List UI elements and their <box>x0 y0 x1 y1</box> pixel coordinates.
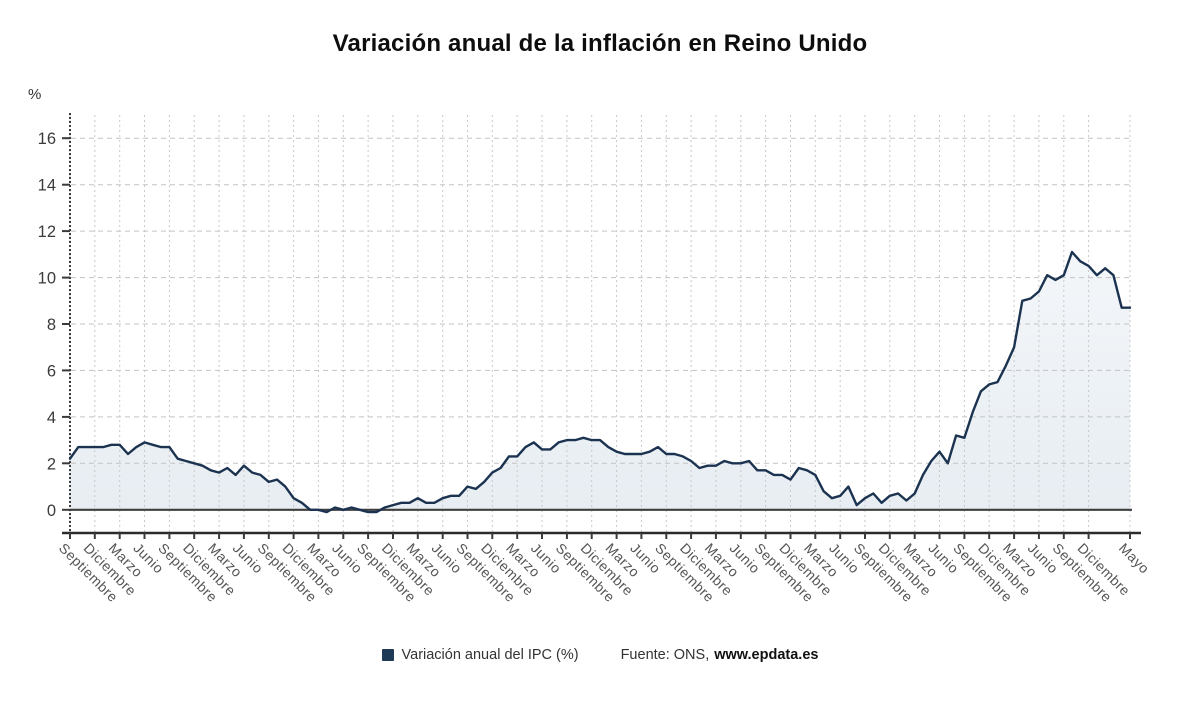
series-line <box>68 250 1132 514</box>
axis-ticks <box>62 137 1131 539</box>
svg-text:4: 4 <box>47 409 56 427</box>
chart-legend: Variación anual del IPC (%) Fuente: ONS,… <box>0 647 1200 663</box>
svg-text:12: 12 <box>38 223 56 241</box>
svg-text:16: 16 <box>38 130 56 148</box>
svg-text:Mayo: Mayo <box>1116 540 1153 577</box>
legend-series-label: Variación anual del IPC (%) <box>401 647 579 663</box>
source-label: Fuente: ONS, <box>620 647 710 663</box>
y-axis-tick-labels: 0 2 4 6 8 10 12 14 16 <box>38 130 56 520</box>
legend-series-swatch <box>381 649 394 661</box>
svg-text:2: 2 <box>47 455 56 473</box>
x-axis-tick-labels: SeptiembreDiciembreMarzoJunioSeptiembreD… <box>56 540 1153 605</box>
chart-title: Variación anual de la inflación en Reino… <box>332 30 868 57</box>
svg-text:0: 0 <box>47 502 56 520</box>
source-link: www.epdata.es <box>714 647 819 663</box>
svg-text:14: 14 <box>38 177 56 195</box>
svg-text:8: 8 <box>47 316 56 334</box>
svg-text:10: 10 <box>38 270 56 288</box>
svg-text:6: 6 <box>47 362 56 380</box>
series-area-fill <box>70 252 1130 513</box>
gridlines <box>69 115 1132 533</box>
y-axis-unit-label: % <box>28 86 42 103</box>
